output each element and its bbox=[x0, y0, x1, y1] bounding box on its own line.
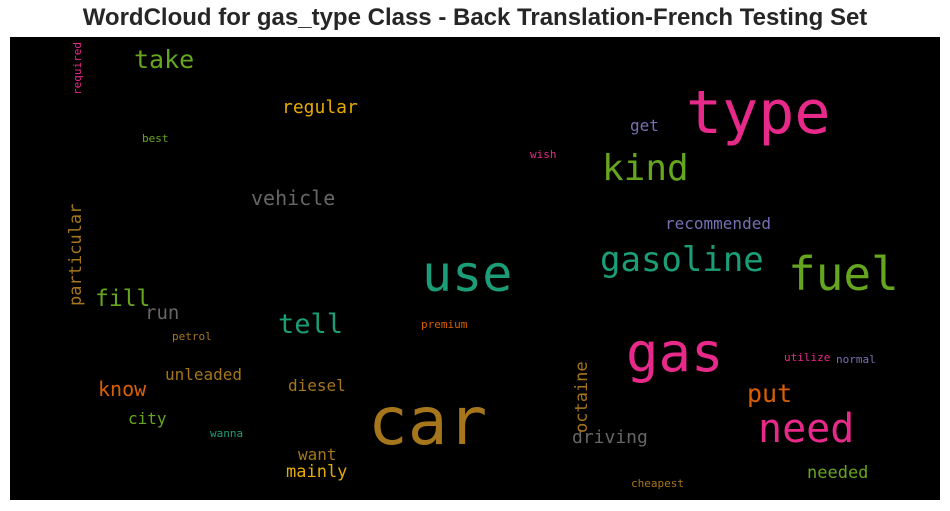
word-wanna: wanna bbox=[210, 427, 244, 440]
word-type: type bbox=[686, 78, 831, 148]
word-take: take bbox=[134, 45, 195, 74]
word-particular: particular bbox=[66, 203, 86, 306]
word-required: required bbox=[71, 42, 84, 95]
word-utilize: utilize bbox=[784, 351, 831, 364]
word-recommended: recommended bbox=[665, 214, 771, 233]
word-run: run bbox=[145, 302, 180, 324]
word-gas: gas bbox=[626, 321, 724, 384]
word-gasoline: gasoline bbox=[600, 240, 764, 280]
word-cheapest: cheapest bbox=[631, 477, 684, 490]
word-diesel: diesel bbox=[288, 376, 346, 395]
word-cloud: car type use gas fuel need kind gasoline… bbox=[10, 37, 940, 500]
word-use: use bbox=[422, 245, 513, 303]
word-best: best bbox=[142, 132, 169, 145]
word-fuel: fuel bbox=[788, 247, 899, 301]
word-needed: needed bbox=[807, 463, 869, 483]
word-kind: kind bbox=[602, 148, 689, 189]
word-mainly: mainly bbox=[286, 462, 348, 482]
word-unleaded: unleaded bbox=[165, 365, 243, 384]
word-tell: tell bbox=[278, 309, 344, 340]
word-know: know bbox=[98, 377, 147, 401]
word-fill: fill bbox=[95, 286, 151, 312]
word-put: put bbox=[747, 379, 793, 408]
chart-title: WordCloud for gas_type Class - Back Tran… bbox=[82, 4, 868, 31]
word-petrol: petrol bbox=[172, 330, 212, 343]
word-car: car bbox=[368, 383, 488, 460]
word-regular: regular bbox=[282, 97, 358, 118]
word-premium: premium bbox=[421, 318, 468, 331]
word-vehicle: vehicle bbox=[251, 186, 336, 210]
word-normal: normal bbox=[836, 353, 876, 366]
word-driving: driving bbox=[572, 427, 648, 448]
word-need: need bbox=[758, 406, 855, 452]
word-octaine: octaine bbox=[572, 361, 592, 433]
word-want: want bbox=[298, 445, 337, 464]
word-get: get bbox=[630, 116, 659, 135]
word-wish: wish bbox=[530, 148, 557, 161]
word-city: city bbox=[128, 409, 167, 428]
